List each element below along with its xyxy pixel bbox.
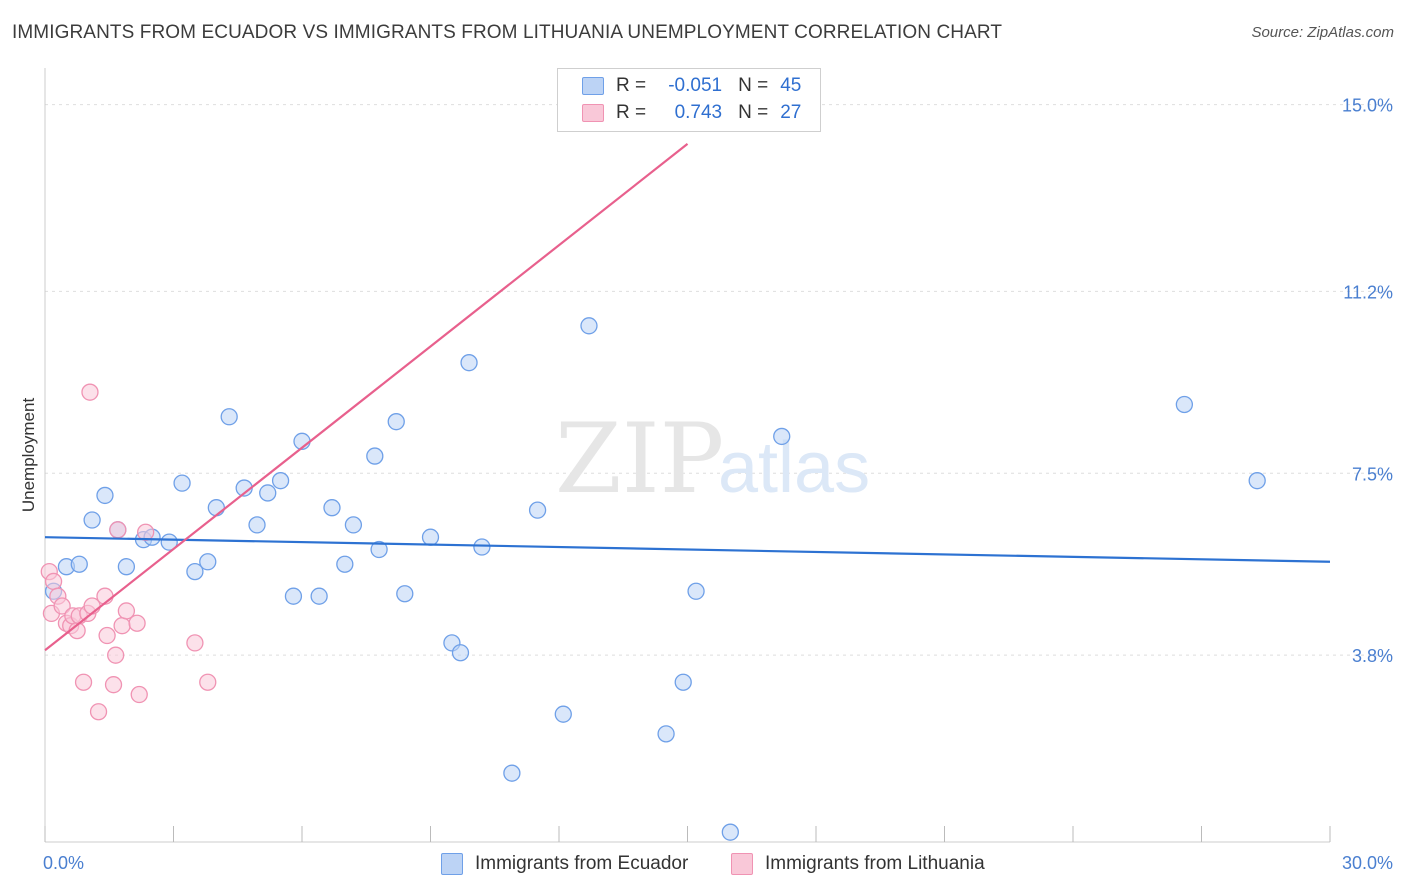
data-point[interactable] (199, 553, 217, 571)
data-point[interactable] (773, 427, 791, 446)
data-point[interactable] (248, 516, 266, 534)
n-value-lithuania: 27 (780, 102, 802, 123)
data-point[interactable] (421, 528, 440, 546)
series-ecuador (44, 317, 1266, 841)
data-point[interactable] (207, 499, 225, 517)
data-point[interactable] (104, 676, 123, 694)
data-point[interactable] (199, 673, 217, 691)
lithuania-legend-swatch (731, 853, 753, 875)
r-label: R = (616, 102, 647, 123)
trend-line-ecuador (44, 536, 1331, 563)
data-point[interactable] (580, 317, 598, 335)
data-point[interactable] (137, 523, 155, 541)
correlation-legend: R = -0.051 N = 45 R = 0.743 N = 27 (557, 68, 821, 132)
y-tick-label: 7.5% (1352, 464, 1393, 484)
x-tick-label-max: 30.0% (1342, 853, 1393, 873)
y-tick-label: 3.8% (1352, 646, 1393, 666)
axes (44, 68, 1331, 843)
source-credit: Source: ZipAtlas.com (1251, 24, 1394, 41)
data-point[interactable] (117, 602, 136, 620)
data-point[interactable] (323, 499, 341, 517)
y-axis-title: Unemployment (19, 398, 38, 513)
legend-label-lithuania: Immigrants from Lithuania (765, 853, 985, 874)
data-point[interactable] (186, 562, 204, 581)
ecuador-swatch (582, 77, 604, 95)
r-value-ecuador: -0.051 (668, 75, 723, 96)
ecuador-legend-swatch (441, 853, 463, 875)
y-tick-label: 15.0% (1342, 96, 1393, 116)
data-point[interactable] (81, 383, 99, 401)
data-point[interactable] (366, 447, 384, 465)
data-point[interactable] (109, 521, 127, 539)
data-point[interactable] (396, 585, 414, 603)
data-point[interactable] (451, 644, 470, 662)
data-point[interactable] (74, 673, 93, 691)
data-point[interactable] (98, 626, 116, 645)
data-point[interactable] (1248, 472, 1266, 490)
r-label: R = (616, 75, 647, 96)
data-point[interactable] (460, 354, 478, 372)
trend-line-lithuania (44, 143, 689, 652)
data-point[interactable] (344, 516, 363, 534)
n-label: N = (738, 75, 769, 96)
data-point[interactable] (284, 587, 303, 605)
n-label: N = (738, 102, 769, 123)
data-point[interactable] (89, 703, 108, 721)
data-point[interactable] (107, 646, 125, 664)
n-value-ecuador: 45 (780, 75, 802, 96)
data-point[interactable] (113, 617, 131, 635)
legend-row-ecuador: R = -0.051 N = 45 (582, 73, 801, 99)
data-point[interactable] (259, 484, 277, 502)
data-point[interactable] (370, 540, 388, 559)
tick-labels: 3.8% 7.5% 11.2% 15.0% 0.0% 30.0% (43, 96, 1393, 873)
data-points (40, 317, 1266, 841)
data-point[interactable] (387, 413, 405, 431)
data-point[interactable] (186, 634, 204, 652)
data-point[interactable] (657, 725, 675, 743)
data-point[interactable] (554, 705, 572, 723)
x-tick-label-min: 0.0% (43, 853, 84, 873)
legend-item-ecuador[interactable]: Immigrants from Ecuador (441, 851, 688, 877)
data-point[interactable] (271, 472, 290, 490)
data-point[interactable] (160, 533, 178, 551)
data-point[interactable] (117, 558, 136, 576)
legend-row-lithuania: R = 0.743 N = 27 (582, 100, 801, 126)
data-point[interactable] (1175, 395, 1194, 414)
trend-lines (44, 143, 1331, 652)
data-point[interactable] (687, 582, 705, 600)
y-tick-label: 11.2% (1343, 282, 1393, 302)
data-point[interactable] (528, 501, 547, 519)
data-point[interactable] (70, 555, 88, 573)
r-value-lithuania: 0.743 (674, 102, 723, 123)
data-point[interactable] (53, 597, 71, 615)
series-lithuania (40, 383, 217, 721)
data-point[interactable] (44, 572, 63, 591)
chart-title: IMMIGRANTS FROM ECUADOR VS IMMIGRANTS FR… (12, 22, 1003, 43)
data-point[interactable] (503, 764, 521, 782)
watermark: ZIP atlas (555, 403, 870, 515)
grid-lines (45, 104, 1395, 656)
data-point[interactable] (83, 511, 101, 529)
data-point[interactable] (336, 555, 354, 573)
data-point[interactable] (220, 408, 238, 426)
legend-item-lithuania[interactable]: Immigrants from Lithuania (731, 851, 985, 877)
watermark-zip: ZIP (555, 403, 724, 515)
data-point[interactable] (473, 538, 491, 556)
data-point[interactable] (128, 614, 146, 632)
data-point[interactable] (721, 823, 739, 841)
data-point[interactable] (310, 587, 328, 605)
data-point[interactable] (130, 685, 148, 704)
data-point[interactable] (674, 673, 692, 691)
data-point[interactable] (173, 474, 191, 492)
watermark-atlas: atlas (718, 428, 870, 508)
lithuania-swatch (582, 104, 604, 122)
legend-label-ecuador: Immigrants from Ecuador (475, 853, 689, 874)
data-point[interactable] (96, 486, 114, 505)
